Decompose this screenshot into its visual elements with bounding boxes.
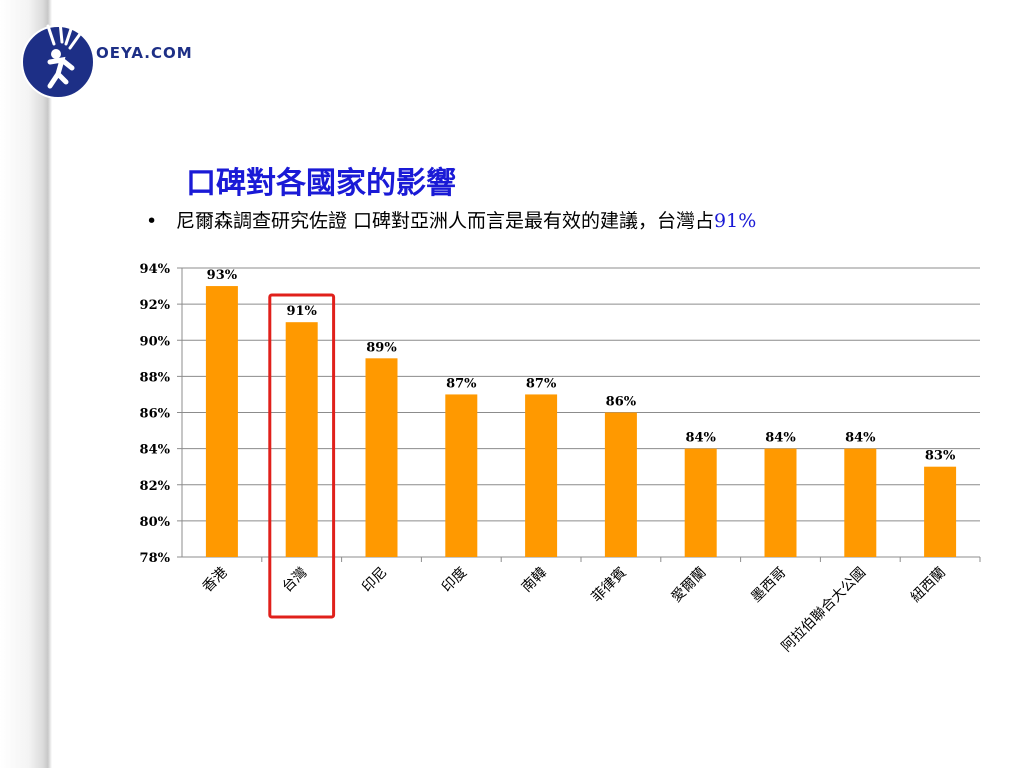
slide-title: 口碑對各國家的影響 (186, 166, 456, 201)
y-tick-label: 82% (140, 479, 171, 494)
category-label: 紐西蘭 (908, 565, 949, 606)
category-label: 菲律賓 (588, 564, 630, 606)
data-label: 93% (207, 268, 238, 283)
data-label: 86% (606, 395, 637, 410)
y-tick-label: 86% (140, 407, 171, 422)
category-label: 南韓 (519, 565, 550, 596)
bar (604, 412, 637, 557)
highlight-box (268, 293, 336, 619)
y-tick-label: 94% (140, 262, 171, 277)
bar (205, 286, 238, 557)
y-tick-label: 84% (140, 443, 171, 458)
bar (844, 448, 877, 557)
category-label: 台灣 (279, 565, 310, 596)
bar (285, 322, 318, 557)
y-tick-label: 80% (140, 515, 171, 530)
bar (365, 358, 398, 557)
data-label: 89% (366, 340, 397, 355)
logo[interactable] (20, 20, 250, 100)
left-decor-bar (0, 0, 52, 768)
bar (445, 394, 478, 557)
category-label: 墨西哥 (748, 565, 789, 606)
subtitle-text: 尼爾森調查研究佐證 口碑對亞洲人而言是最有效的建議，台灣占 (176, 210, 715, 232)
y-tick-label: 88% (140, 370, 171, 385)
logo-text: OEYA.COM (96, 44, 193, 62)
subtitle-highlight: 91% (714, 210, 757, 232)
data-label: 87% (526, 376, 557, 391)
data-label: 87% (446, 376, 477, 391)
data-label: 83% (925, 449, 956, 464)
category-label: 香港 (200, 565, 231, 596)
y-tick-label: 78% (140, 551, 171, 566)
category-label: 印尼 (359, 565, 390, 596)
oeya-logo-icon (21, 20, 95, 99)
y-tick-label: 90% (140, 334, 171, 349)
bar (924, 466, 957, 557)
data-label: 91% (286, 304, 317, 319)
data-label: 84% (685, 431, 716, 446)
category-label: 愛爾蘭 (669, 565, 710, 606)
data-label: 84% (765, 431, 796, 446)
y-tick-label: 92% (140, 298, 171, 313)
bar (684, 448, 717, 557)
bar (525, 394, 558, 557)
bar (764, 448, 797, 557)
data-label: 84% (845, 431, 876, 446)
subtitle-row: • 尼爾森調查研究佐證 口碑對亞洲人而言是最有效的建議，台灣占91% (146, 206, 756, 233)
category-label: 阿拉伯聯合大公國 (779, 565, 870, 656)
category-label: 印度 (439, 565, 470, 596)
bullet: • (146, 210, 158, 232)
